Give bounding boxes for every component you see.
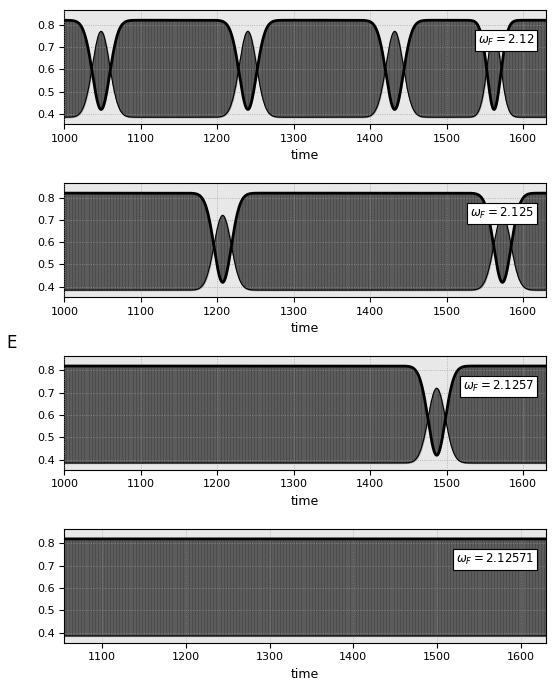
Text: $\omega_F = 2.1257$: $\omega_F = 2.1257$ — [463, 379, 534, 394]
X-axis label: time: time — [291, 149, 319, 163]
Text: $\omega_F = 2.125$: $\omega_F = 2.125$ — [470, 206, 534, 221]
Text: E: E — [7, 335, 17, 352]
X-axis label: time: time — [291, 495, 319, 508]
Text: $\omega_F = 2.12$: $\omega_F = 2.12$ — [478, 33, 534, 48]
Text: $\omega_F = 2.12571$: $\omega_F = 2.12571$ — [456, 551, 534, 566]
X-axis label: time: time — [291, 668, 319, 680]
X-axis label: time: time — [291, 322, 319, 335]
